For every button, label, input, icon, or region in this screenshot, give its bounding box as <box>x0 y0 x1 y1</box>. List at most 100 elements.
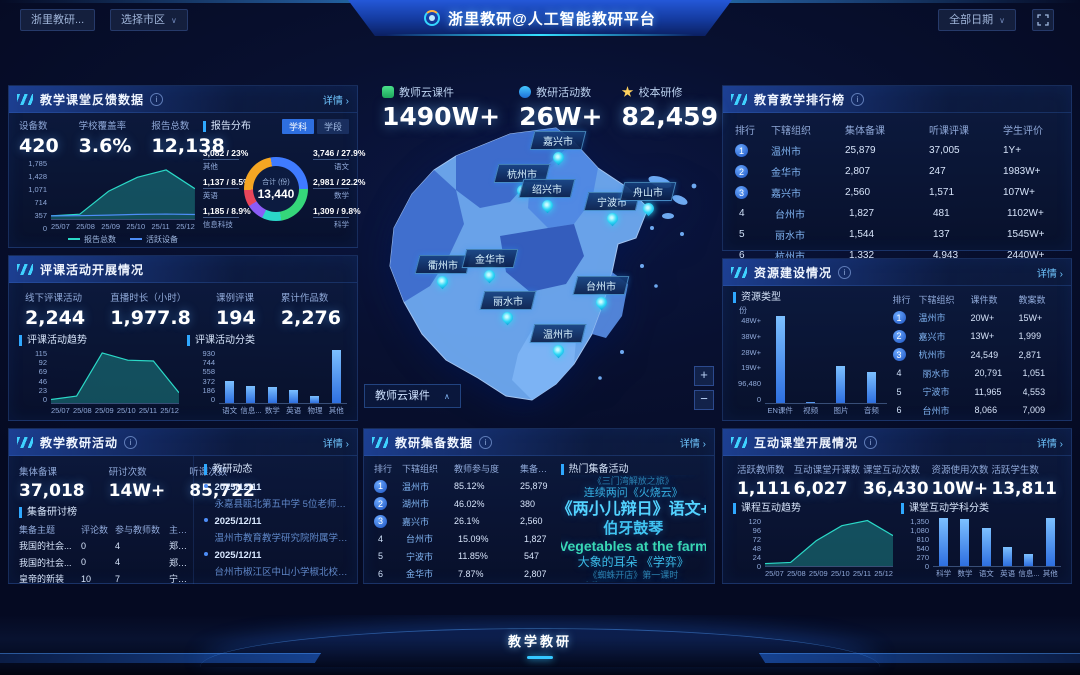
info-icon[interactable] <box>124 435 138 449</box>
info-icon[interactable] <box>864 435 878 449</box>
resource-type-chart: 48W+ 38W+ 28W+ 19W+ 96,480 0 EN课件 视频 图片 音频 <box>733 316 887 417</box>
hot-word[interactable]: 大象的耳朵 《学弈》 <box>577 555 689 570</box>
table-row: 2 湖州市 46.02% 380 <box>374 495 553 513</box>
map-pin-icon <box>499 309 516 326</box>
info-icon[interactable] <box>851 92 865 106</box>
province-map[interactable]: 嘉兴市 杭州市 绍兴市 宁波市 舟山市 衢州市 金华市 丽水市 台州市 温州市 … <box>360 116 720 418</box>
region-select[interactable]: 选择市区 <box>110 9 188 31</box>
map-pin-icon <box>640 201 656 217</box>
news-item[interactable]: 2025/12/11 温州市教育教学研究院附属学校教育... <box>204 516 349 544</box>
page-title: 浙里教研@人工智能教研平台 <box>448 10 656 28</box>
bottom-bar: 教学教研 <box>0 615 1080 675</box>
news-item[interactable]: 2025/12/11 台州市椒江区中山小学椒北校区 1位... <box>204 550 349 578</box>
review-trend-chart: 115 92 69 46 23 0 25/07 25/08 25/09 25/10 25/11 25… <box>19 349 179 417</box>
stat: 线下评课活动 2,244 <box>25 293 86 329</box>
y-axis: 930 744 558 372 186 0 <box>202 349 215 404</box>
y-axis: 115 92 69 46 23 0 <box>35 349 47 404</box>
activity-stats: 集体备课 37,018 研讨次数 14W+ 听课次数 85,722 <box>19 462 255 505</box>
table-row: 5 丽水市 1,544 137 1545W+ <box>739 229 1045 242</box>
hot-word[interactable]: 人教PDF1 U6M1 A Let's talk <box>583 581 683 582</box>
hot-word[interactable]: 武能《两小儿辩日》语文+科学 <box>561 501 707 519</box>
prep-rank-table: 排行 下辖组织 教师参与度 集备次数 1 温州市 85.12% 25,879 2 湖州市 46.02… <box>364 456 557 584</box>
map-city-marker[interactable]: 绍兴市 <box>518 179 576 214</box>
panel-accent-icon <box>731 93 747 105</box>
panel-title: 互动课堂开展情况 <box>754 435 859 450</box>
panel-resource-construction: 资源建设情况 详情 资源类型 份 48W+38W+28W+19W+96,4800… <box>722 258 1072 421</box>
table-row: 2 嘉兴市 13W+ 1,999 <box>892 327 1063 346</box>
review-stats: 线下评课活动 2,244 直播时长（小时） 1,977.8 课例评课 194 累计作品数 2,… <box>9 283 357 333</box>
detail-link[interactable]: 详情 <box>1037 435 1063 450</box>
detail-link[interactable]: 详情 <box>1037 265 1063 280</box>
section-title-interact-trend: 课程互动趋势 <box>733 503 893 514</box>
title-banner: 浙里教研@人工智能教研平台 <box>348 0 732 36</box>
map-city-marker[interactable]: 衢州市 <box>414 254 472 290</box>
section-title-review-trend: 评课活动趋势 <box>19 335 179 346</box>
stat: 直播时长（小时） 1,977.8 <box>110 293 191 329</box>
map-city-marker[interactable]: 舟山市 <box>619 182 677 217</box>
detail-link[interactable]: 详情 <box>680 435 706 450</box>
tab-teaching-research[interactable]: 教学教研 <box>508 631 572 659</box>
map-city-marker[interactable]: 嘉兴市 <box>529 131 587 166</box>
hot-word[interactable]: 连续两问《火烧云》 <box>583 487 683 500</box>
bullet-icon <box>204 518 209 522</box>
hot-word[interactable]: Vegetables at the farm <box>560 538 707 555</box>
map-zoom-in-button[interactable]: + <box>694 366 714 386</box>
hot-word[interactable]: 伯牙鼓琴 <box>603 519 664 537</box>
table-header: 排行 下辖组织 课件数 教案数 <box>892 294 1046 305</box>
fullscreen-button[interactable] <box>1032 9 1054 31</box>
table-row: 5 宁波市 11.85% 547 <box>378 551 540 562</box>
stat: 报告总数 12,138 <box>151 121 225 157</box>
section-title-review-class: 评课活动分类 <box>187 335 347 346</box>
stat: 累计作品数 2,276 <box>280 293 341 329</box>
x-axis: 25/07 25/08 25/09 25/10 25/11 25/12 <box>51 222 195 231</box>
bullet-icon <box>204 552 209 556</box>
hot-word[interactable]: 《蜘蛛开店》第一课时 <box>588 569 679 580</box>
info-icon[interactable] <box>838 265 852 279</box>
map-city-marker[interactable]: 金华市 <box>461 248 518 284</box>
info-icon[interactable] <box>150 92 164 106</box>
x-axis: 科学 数学 语文 英语 信息... 其他 <box>936 569 1058 578</box>
panel-title: 教学教研活动 <box>40 435 119 450</box>
map-city-marker[interactable]: 温州市 <box>529 324 587 359</box>
news-item[interactable]: 2025/12/11 永嘉县瓯北第五中学 5位老师评论研... <box>204 482 349 510</box>
section-title-hot-prep: 热门集备活动 <box>560 464 707 475</box>
table-row: 我国的社会...04郑向阳 <box>19 540 189 552</box>
app-menu-button[interactable]: 浙里教研... <box>20 9 96 31</box>
tab-学段[interactable]: 学段 <box>316 119 349 134</box>
date-filter-select[interactable]: 全部日期 <box>938 9 1016 31</box>
stat: 互动课堂开课数 6,027 <box>793 465 861 499</box>
map-city-marker[interactable]: 台州市 <box>572 276 630 311</box>
panel-lesson-review: 评课活动开展情况 线下评课活动 2,244 直播时长（小时） 1,977.8 课例评课 1… <box>8 255 358 421</box>
table-row: 6 金华市 7.87% 2,807 <box>378 568 547 580</box>
education-ranking-table: 排行 下辖组织 集体备课 听课评课 学生评价 1 温州市 25,879 37,005 1Y+ 2 金华… <box>723 113 1071 266</box>
donut-legend-item: 1,309 / 9.8% 科学 <box>312 206 361 229</box>
map-courseware-button[interactable]: 教师云课件 <box>364 384 461 408</box>
map-pin-icon <box>604 210 620 226</box>
stat: 课例评课 194 <box>216 293 256 329</box>
table-row: 1 温州市 25,879 37,005 1Y+ <box>735 140 1059 161</box>
bar-plot <box>219 349 347 404</box>
report-distribution-donut: 3,082 / 23% 其他 1,137 / 8.5% 英语 1,185 / 8.9… <box>202 134 365 244</box>
map-zoom-out-button[interactable]: − <box>694 390 714 410</box>
tab-学科[interactable]: 学科 <box>281 119 314 134</box>
bar-plot <box>765 316 887 404</box>
section-title-prep-rank: 集备研讨榜 <box>19 507 189 518</box>
hot-word[interactable]: 《三门湾解放之旅》 <box>592 476 674 487</box>
detail-link[interactable]: 详情 <box>323 435 349 450</box>
prep-discussion-table: 集备主题评论数参与教师数主备老师我国的社会...04郑向阳我国的社会...04郑… <box>19 521 189 587</box>
table-row: 1 温州市 20W+ 15W+ <box>892 309 1063 328</box>
info-icon[interactable] <box>479 435 493 449</box>
donut-legend-item: 3,082 / 23% 其他 <box>202 148 249 171</box>
top-bar: 浙里教研... 选择市区 浙里教研@人工智能教研平台 全部日期 <box>0 0 1080 44</box>
map-pin-icon <box>539 198 555 214</box>
map-city-marker[interactable]: 丽水市 <box>479 291 536 326</box>
detail-link[interactable]: 详情 <box>323 92 349 107</box>
panel-accent-icon <box>731 436 747 448</box>
hot-word[interactable]: 大禹治水《梅兰芳》《圆明园的毁灭》 <box>567 475 699 476</box>
map-pin-icon <box>550 343 566 359</box>
map-pin-icon <box>593 294 609 311</box>
stat: 课堂互动次数 36,430 <box>863 465 929 499</box>
